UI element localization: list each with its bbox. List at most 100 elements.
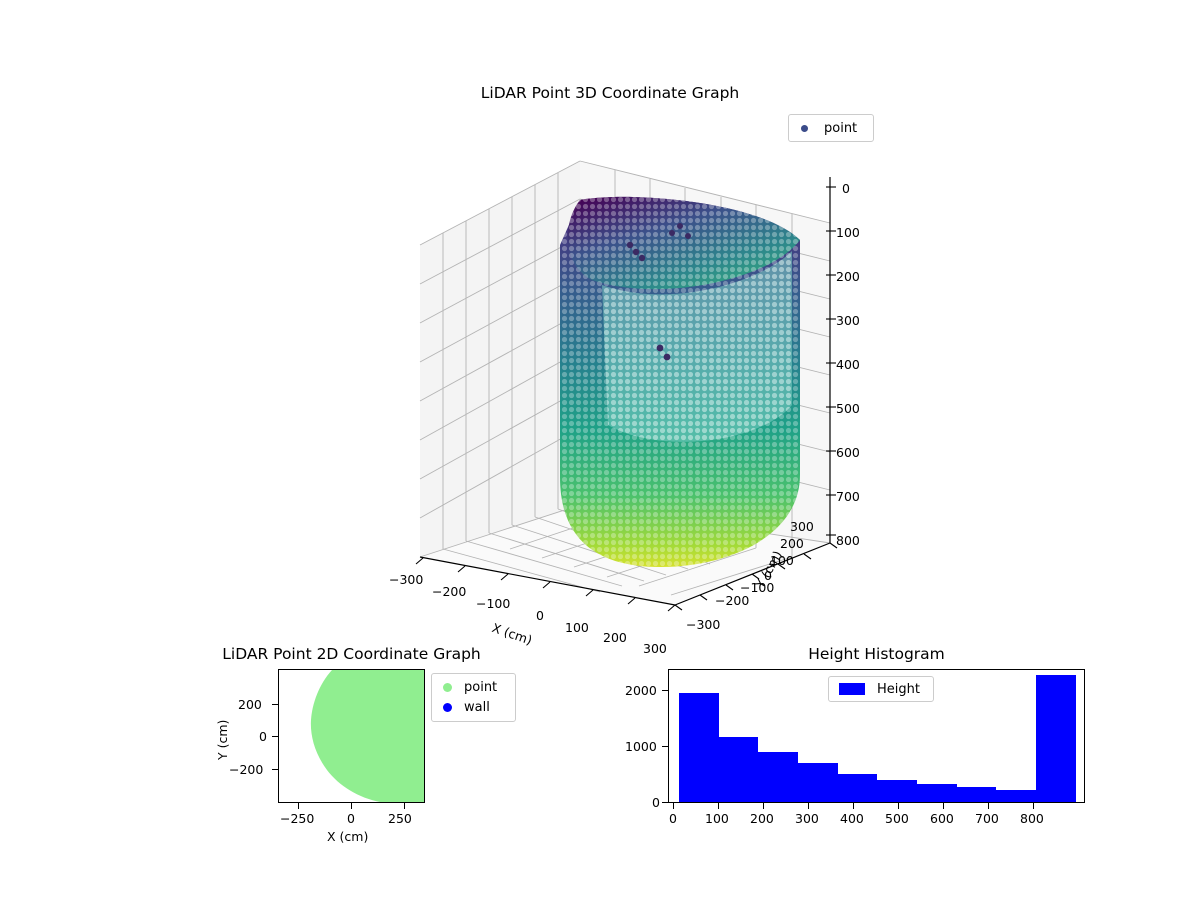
two-d-legend[interactable]: point wall	[431, 673, 516, 722]
histogram-bar	[718, 737, 759, 802]
histogram-bar	[837, 773, 878, 802]
three-d-z-tick-label: 0	[842, 181, 850, 196]
histogram-x-tickmark	[853, 803, 854, 809]
height-swatch-icon	[839, 683, 865, 695]
three-d-x-tick-label: 0	[536, 608, 544, 623]
histogram-x-tick-label: 300	[795, 811, 819, 826]
histogram-x-tick-label: 500	[885, 811, 909, 826]
histogram-x-tickmark	[988, 803, 989, 809]
two-d-x-tick-label: −250	[280, 811, 315, 826]
histogram-x-tick-label: 700	[975, 811, 999, 826]
three-d-z-tick-label: 200	[836, 269, 860, 284]
histogram-legend[interactable]: Height	[828, 676, 934, 702]
histogram-x-tickmark	[808, 803, 809, 809]
three-d-x-tick-label: 200	[603, 630, 627, 645]
three-d-point-cloud	[560, 196, 800, 567]
two-d-y-axis-label: Y (cm)	[215, 719, 230, 760]
three-d-z-tick-label: 700	[836, 489, 860, 504]
legend-item-wall: wall	[438, 700, 509, 715]
two-d-axes[interactable]	[278, 669, 425, 803]
histogram-bar	[956, 787, 997, 802]
histogram-x-tick-label: 200	[750, 811, 774, 826]
two-d-chart-title: LiDAR Point 2D Coordinate Graph	[222, 645, 481, 663]
legend-item-point: point	[795, 121, 867, 136]
legend-item-point: point	[438, 680, 509, 695]
histogram-x-tickmark	[718, 803, 719, 809]
histogram-bar	[798, 763, 838, 802]
three-d-z-tick-label: 300	[836, 313, 860, 328]
two-d-x-tick-label: 0	[347, 811, 355, 826]
two-d-y-tickmark	[272, 704, 278, 705]
histogram-bar	[877, 779, 918, 802]
histogram-x-tick-label: 0	[669, 811, 677, 826]
three-d-y-tick-label: 100	[770, 553, 794, 568]
three-d-y-tick-label: 300	[790, 519, 814, 534]
histogram-x-tick-label: 100	[705, 811, 729, 826]
histogram-x-tickmark	[898, 803, 899, 809]
histogram-y-tick-label: 0	[652, 795, 660, 810]
three-d-x-tick-label: −300	[389, 572, 424, 587]
two-d-x-tick-label: 250	[388, 811, 412, 826]
histogram-bar	[917, 783, 957, 802]
legend-label: wall	[464, 700, 490, 715]
legend-label: point	[824, 120, 858, 136]
two-d-y-tick-label: 200	[238, 697, 262, 712]
two-d-y-tickmark	[272, 736, 278, 737]
histogram-x-tick-label: 800	[1020, 811, 1044, 826]
three-d-x-tick-label: 100	[565, 620, 589, 635]
point-marker-icon	[443, 683, 452, 692]
three-d-y-tick-label: −100	[740, 580, 775, 595]
three-d-z-tick-label: 400	[836, 357, 860, 372]
histogram-x-tick-label: 600	[930, 811, 954, 826]
two-d-y-tick-label: −200	[229, 762, 264, 777]
three-d-y-tick-label: 0	[764, 568, 772, 583]
histogram-y-tick-label: 1000	[625, 739, 657, 754]
three-d-x-tick-label: 300	[643, 641, 667, 656]
histogram-bar	[996, 790, 1037, 802]
three-d-z-tick-label: 500	[836, 401, 860, 416]
two-d-x-tickmark	[298, 803, 299, 809]
histogram-x-tickmark	[673, 803, 674, 809]
three-d-x-ticks	[415, 557, 676, 612]
three-d-y-ticks	[674, 542, 838, 611]
histogram-x-tickmark	[763, 803, 764, 809]
legend-label: Height	[877, 681, 920, 697]
three-d-chart-title: LiDAR Point 3D Coordinate Graph	[480, 84, 740, 102]
three-d-z-tick-label: 800	[836, 533, 860, 548]
legend-label: point	[464, 680, 498, 695]
three-d-y-tick-label: −300	[686, 617, 721, 632]
three-d-legend[interactable]: point	[788, 114, 874, 142]
legend-item-height: Height	[835, 682, 927, 697]
histogram-y-tick-label: 2000	[625, 683, 657, 698]
histogram-bars	[669, 670, 1084, 802]
three-d-y-tick-label: −200	[715, 593, 750, 608]
point-cloud-region	[310, 670, 424, 802]
two-d-canvas	[310, 670, 424, 802]
three-d-z-ticks	[826, 186, 836, 536]
three-d-y-tick-label: 200	[780, 536, 804, 551]
two-d-x-axis-label: X (cm)	[327, 829, 369, 844]
histogram-y-tickmark	[662, 690, 668, 691]
wall-marker-icon	[443, 703, 452, 712]
histogram-x-tickmark	[1033, 803, 1034, 809]
three-d-canvas	[415, 160, 838, 612]
two-d-x-tickmark	[404, 803, 405, 809]
three-d-x-tick-label: −100	[476, 596, 511, 611]
two-d-y-tick-label: 0	[259, 729, 267, 744]
histogram-x-tickmark	[943, 803, 944, 809]
histogram-bar	[758, 752, 799, 802]
three-d-axes[interactable]	[330, 105, 890, 645]
point-marker-icon	[801, 124, 808, 132]
two-d-x-tickmark	[351, 803, 352, 809]
histogram-chart-title: Height Histogram	[808, 645, 945, 663]
histogram-y-tickmark	[662, 802, 668, 803]
two-d-y-tickmark	[272, 769, 278, 770]
three-d-z-tick-label: 600	[836, 445, 860, 460]
histogram-x-tick-label: 400	[840, 811, 864, 826]
three-d-x-tick-label: −200	[432, 584, 467, 599]
histogram-bar	[679, 693, 719, 802]
three-d-z-tick-label: 100	[836, 225, 860, 240]
histogram-y-tickmark	[662, 746, 668, 747]
histogram-bar	[1036, 675, 1076, 802]
